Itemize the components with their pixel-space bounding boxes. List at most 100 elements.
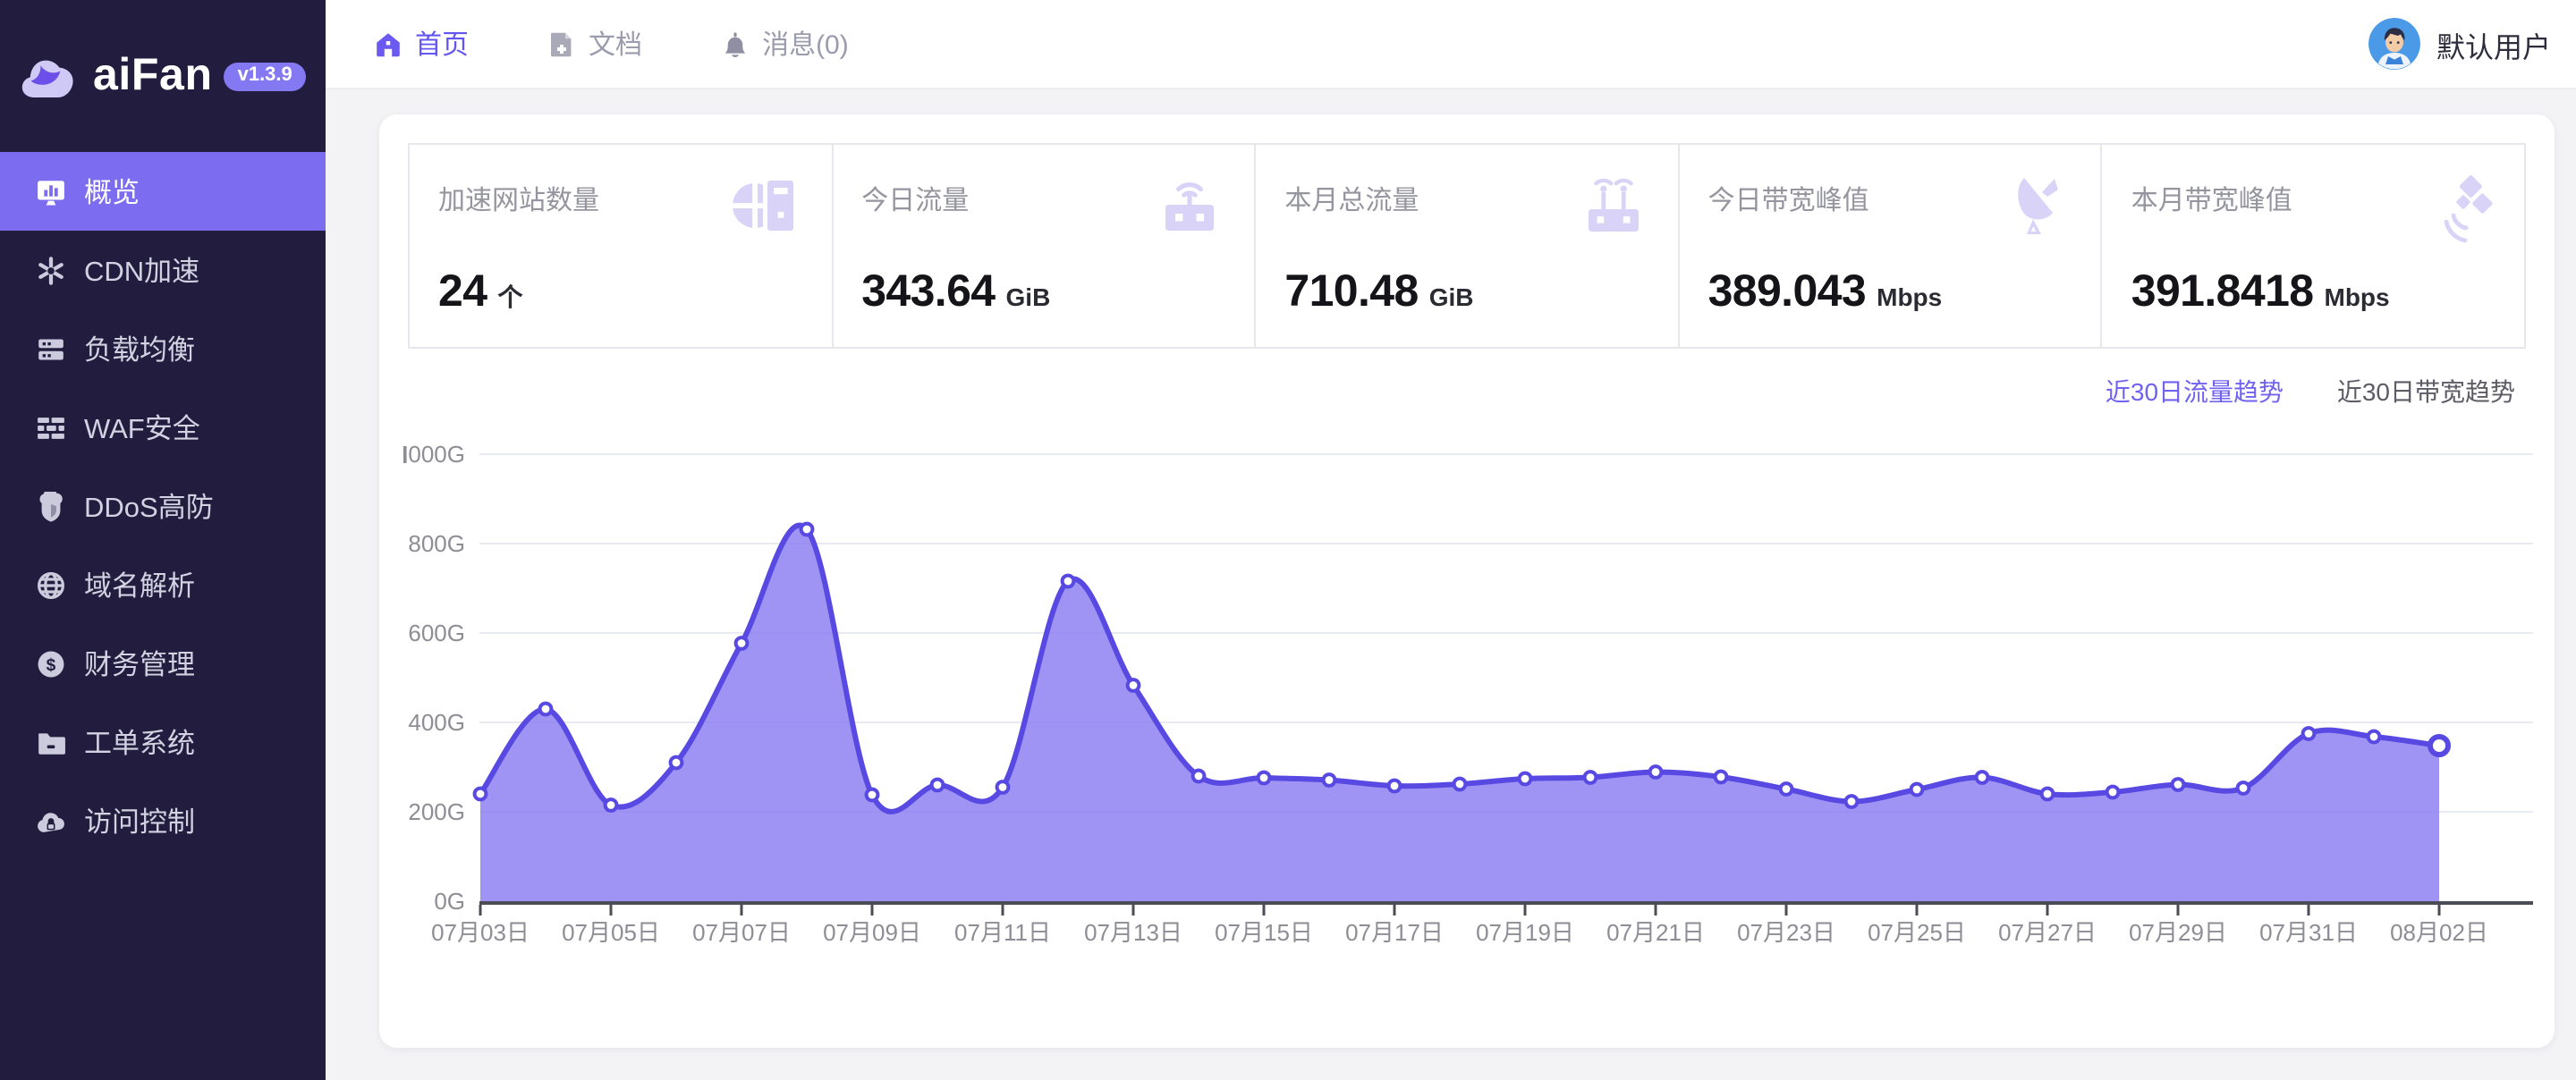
- data-point-marker: [1517, 771, 1533, 787]
- y-tick-label: 800G: [408, 530, 465, 557]
- tab-label: 消息(0): [762, 30, 849, 61]
- data-point-marker: [1778, 781, 1794, 797]
- x-tick-label: 07月15日: [1215, 919, 1313, 946]
- y-tick-label: 400G: [408, 709, 465, 736]
- data-point-marker: [1386, 778, 1402, 794]
- sidebar-menu: 概览 CDN加速负载均衡 WAF安全 DDoS高防 域名解析 $ 财务管理工单系统访问控制: [0, 152, 326, 860]
- tab-label: 首页: [415, 30, 470, 61]
- sidebar-item-waf[interactable]: WAF安全: [0, 388, 326, 467]
- finance-icon: $: [36, 648, 66, 679]
- data-point-marker: [2366, 729, 2382, 745]
- stat-card-value: 24: [438, 266, 487, 316]
- stat-card-value: 710.48: [1284, 266, 1419, 316]
- load-balancer-icon: [36, 333, 66, 364]
- waf-icon: [36, 412, 66, 443]
- sidebar-item-ticket[interactable]: 工单系统: [0, 703, 326, 781]
- sidebar-item-label: 概览: [84, 179, 140, 209]
- data-point-marker: [864, 787, 880, 803]
- sidebar-item-cdn[interactable]: CDN加速: [0, 231, 326, 309]
- data-point-marker: [1843, 794, 1860, 809]
- home-icon: [374, 30, 402, 58]
- x-tick-label: 07月23日: [1737, 919, 1835, 946]
- data-point-marker: [1713, 769, 1729, 785]
- data-point-marker: [1909, 781, 1925, 797]
- data-point-marker: [733, 636, 750, 651]
- data-point-marker: [1060, 573, 1076, 589]
- sidebar-item-label: WAF安全: [84, 415, 200, 445]
- data-point-marker: [2428, 734, 2451, 757]
- y-tick-label: 000G: [408, 441, 465, 468]
- x-tick-label: 07月03日: [431, 919, 530, 946]
- x-tick-label: 07月31日: [2259, 919, 2358, 946]
- stat-card-label: 今日流量: [861, 186, 970, 216]
- dns-icon: [36, 570, 66, 600]
- access-icon: [36, 806, 66, 836]
- stat-card-bandwidth-today: 今日带宽峰值 389.043 Mbps: [1680, 145, 2103, 347]
- message-icon: [721, 30, 750, 58]
- x-tick-label: 07月19日: [1476, 919, 1574, 946]
- sidebar-item-label: 财务管理: [84, 651, 196, 681]
- x-tick-label: 07月13日: [1084, 919, 1182, 946]
- y-tick-label: 200G: [408, 798, 465, 825]
- sidebar-item-label: 访问控制: [84, 808, 196, 839]
- traffic-trend-chart: 0G 200G 400G 600G 800G 000G 07月03日 07月05日 07月07日…: [403, 441, 2533, 946]
- top-header: 首页 文档 消息(0) 默认用户: [326, 0, 2576, 89]
- chart-tab-bandwidth-trend[interactable]: 近30日带宽趋势: [2336, 377, 2515, 406]
- data-point-marker: [1125, 678, 1141, 693]
- y-tick-label: 0G: [434, 888, 465, 915]
- data-point-marker: [929, 777, 945, 793]
- x-tick-label: 08月02日: [2390, 919, 2488, 946]
- stat-card-label: 本月总流量: [1284, 186, 1419, 216]
- sidebar-item-access[interactable]: 访问控制: [0, 781, 326, 860]
- user-menu[interactable]: 默认用户: [2368, 0, 2551, 88]
- stat-card-value: 343.64: [861, 266, 996, 316]
- logo-text: aiFan: [93, 50, 213, 100]
- sidebar-item-finance[interactable]: $ 财务管理: [0, 624, 326, 703]
- version-badge: v1.3.9: [223, 62, 307, 90]
- stat-cards-row: 加速网站数量 24 个 今日流量 343.64 GiB 本月总流量 710.48 GiB 今日带宽…: [408, 143, 2526, 349]
- data-point-marker: [1648, 764, 1664, 780]
- x-tick-label: 07月07日: [692, 919, 791, 946]
- clipped-y-label-sliver: [403, 446, 407, 463]
- data-point-marker: [1256, 770, 1272, 786]
- sidebar-item-label: CDN加速: [84, 257, 200, 288]
- user-name: 默认用户: [2436, 33, 2551, 63]
- chart-tab-traffic-trend[interactable]: 近30日流量趋势: [2105, 377, 2284, 406]
- data-point-marker: [472, 786, 488, 802]
- sites-icon: [727, 166, 806, 245]
- sidebar-item-label: 域名解析: [84, 572, 196, 603]
- stat-card-label: 本月带宽峰值: [2131, 186, 2292, 216]
- logo[interactable]: aiFan v1.3.9: [0, 0, 326, 152]
- logo-cloud-icon: [20, 49, 80, 103]
- data-point-marker: [995, 780, 1011, 795]
- data-point-marker: [1974, 770, 1990, 785]
- sidebar-item-label: DDoS高防: [84, 494, 214, 524]
- sidebar-item-label: 工单系统: [84, 730, 196, 760]
- overview-icon: [36, 176, 66, 207]
- tab-message[interactable]: 消息(0): [721, 25, 849, 63]
- stat-card-value: 391.8418: [2131, 266, 2314, 316]
- sidebar-item-dns[interactable]: 域名解析: [0, 545, 326, 624]
- document-icon: [547, 30, 576, 58]
- cdn-icon: [36, 255, 66, 285]
- data-point-marker: [799, 521, 815, 537]
- tab-document[interactable]: 文档: [547, 25, 642, 63]
- data-point-marker: [538, 701, 554, 717]
- stat-card-value: 389.043: [1707, 266, 1867, 316]
- stat-card-traffic-month: 本月总流量 710.48 GiB: [1256, 145, 1680, 347]
- sidebar-item-overview[interactable]: 概览: [0, 152, 326, 231]
- stat-value-row: 389.043 Mbps: [1708, 266, 1943, 318]
- data-point-marker: [1452, 776, 1468, 792]
- sidebar-item-load-balancer[interactable]: 负载均衡: [0, 309, 326, 388]
- sidebar: aiFan v1.3.9 概览 CDN加速负载均衡 WAF安全 DDoS高防 域名解析 $…: [0, 0, 326, 1080]
- x-tick-label: 07月05日: [562, 919, 660, 946]
- x-tick-label: 07月09日: [823, 919, 921, 946]
- x-tick-label: 07月21日: [1606, 919, 1705, 946]
- tab-home[interactable]: 首页: [374, 25, 469, 63]
- stat-card-traffic-today: 今日流量 343.64 GiB: [833, 145, 1257, 347]
- sidebar-item-ddos[interactable]: DDoS高防: [0, 467, 326, 545]
- ticket-icon: [36, 727, 66, 757]
- ddos-icon: [36, 491, 66, 521]
- stat-card-label: 今日带宽峰值: [1707, 186, 1869, 216]
- data-point-marker: [1321, 772, 1337, 788]
